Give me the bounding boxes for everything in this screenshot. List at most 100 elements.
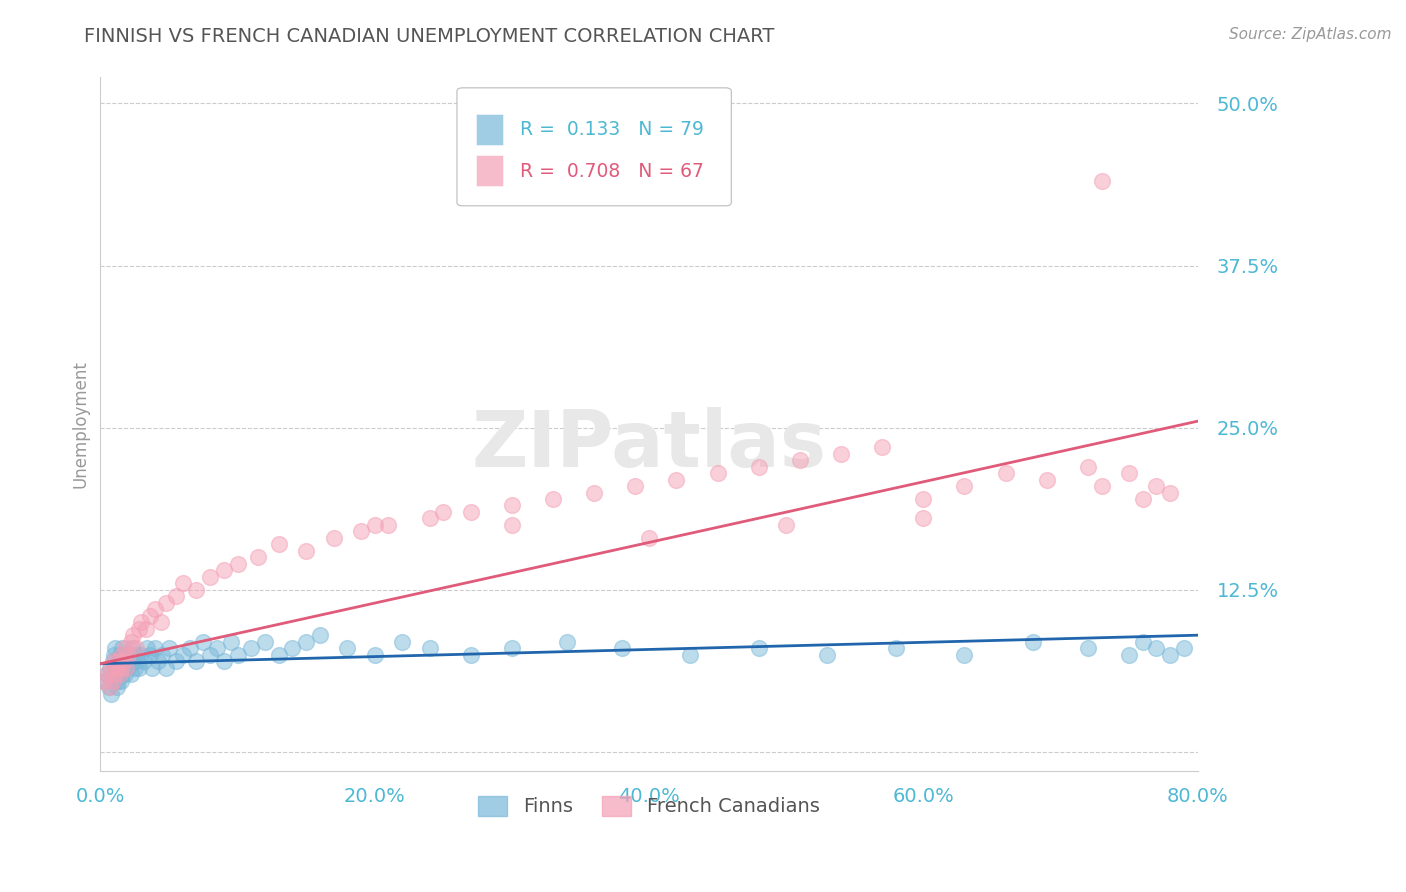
- Point: [172, 648, 194, 662]
- Text: Source: ZipAtlas.com: Source: ZipAtlas.com: [1229, 27, 1392, 42]
- Point: [179, 641, 201, 656]
- Point: [419, 641, 441, 656]
- Point: [295, 634, 318, 648]
- Point: [115, 660, 138, 674]
- Point: [101, 673, 124, 688]
- Point: [391, 634, 413, 648]
- Point: [101, 654, 124, 668]
- Point: [100, 687, 122, 701]
- Point: [884, 641, 907, 656]
- Point: [135, 622, 157, 636]
- Point: [138, 648, 160, 662]
- Point: [114, 667, 136, 681]
- Point: [128, 660, 150, 674]
- Point: [226, 557, 249, 571]
- Legend: Finns, French Canadians: Finns, French Canadians: [471, 788, 828, 824]
- Point: [953, 479, 976, 493]
- Point: [1091, 479, 1114, 493]
- Point: [193, 634, 215, 648]
- Point: [501, 641, 523, 656]
- Point: [815, 648, 838, 662]
- Point: [117, 648, 139, 662]
- Point: [143, 602, 166, 616]
- Point: [789, 453, 811, 467]
- Point: [186, 582, 208, 597]
- Point: [247, 550, 270, 565]
- Point: [98, 660, 121, 674]
- Point: [93, 673, 115, 688]
- Text: ZIPatlas: ZIPatlas: [471, 408, 827, 483]
- Point: [120, 667, 142, 681]
- Point: [146, 654, 169, 668]
- Point: [322, 531, 344, 545]
- Point: [665, 473, 688, 487]
- Point: [172, 576, 194, 591]
- Point: [624, 479, 647, 493]
- Point: [748, 459, 770, 474]
- Point: [1132, 491, 1154, 506]
- Point: [363, 517, 385, 532]
- Point: [120, 634, 142, 648]
- Text: R =  0.133   N = 79: R = 0.133 N = 79: [520, 120, 703, 139]
- Point: [870, 440, 893, 454]
- Point: [1036, 473, 1059, 487]
- Point: [198, 570, 221, 584]
- Point: [198, 648, 221, 662]
- Point: [104, 667, 127, 681]
- Point: [131, 615, 153, 630]
- Point: [103, 648, 125, 662]
- Point: [131, 648, 153, 662]
- Point: [219, 634, 242, 648]
- Point: [830, 447, 852, 461]
- Point: [912, 491, 935, 506]
- Point: [281, 641, 304, 656]
- Point: [1118, 466, 1140, 480]
- FancyBboxPatch shape: [457, 87, 731, 206]
- Point: [240, 641, 263, 656]
- FancyBboxPatch shape: [475, 155, 503, 186]
- Point: [93, 673, 115, 688]
- Text: R =  0.708   N = 67: R = 0.708 N = 67: [520, 161, 703, 180]
- Point: [419, 511, 441, 525]
- Point: [432, 505, 454, 519]
- Point: [122, 628, 145, 642]
- Y-axis label: Unemployment: Unemployment: [72, 360, 89, 488]
- Point: [1077, 459, 1099, 474]
- Point: [308, 628, 330, 642]
- Point: [501, 499, 523, 513]
- Point: [136, 641, 159, 656]
- Point: [149, 615, 172, 630]
- Point: [108, 667, 131, 681]
- Point: [1118, 648, 1140, 662]
- Point: [105, 660, 128, 674]
- Point: [775, 517, 797, 532]
- Point: [125, 641, 148, 656]
- Point: [679, 648, 702, 662]
- Point: [1146, 641, 1168, 656]
- Point: [141, 660, 163, 674]
- Point: [138, 608, 160, 623]
- Point: [97, 680, 120, 694]
- Point: [125, 648, 148, 662]
- Point: [1022, 634, 1045, 648]
- Point: [205, 641, 228, 656]
- Point: [108, 667, 131, 681]
- Point: [127, 654, 149, 668]
- Point: [114, 641, 136, 656]
- Point: [363, 648, 385, 662]
- Point: [155, 596, 177, 610]
- Point: [157, 641, 180, 656]
- Point: [117, 660, 139, 674]
- Point: [112, 648, 135, 662]
- Point: [100, 660, 122, 674]
- Point: [1159, 485, 1181, 500]
- Point: [104, 641, 127, 656]
- Point: [1077, 641, 1099, 656]
- Point: [107, 673, 129, 688]
- Point: [103, 673, 125, 688]
- Point: [155, 660, 177, 674]
- Point: [105, 680, 128, 694]
- Point: [124, 660, 146, 674]
- Point: [110, 673, 132, 688]
- Point: [134, 654, 156, 668]
